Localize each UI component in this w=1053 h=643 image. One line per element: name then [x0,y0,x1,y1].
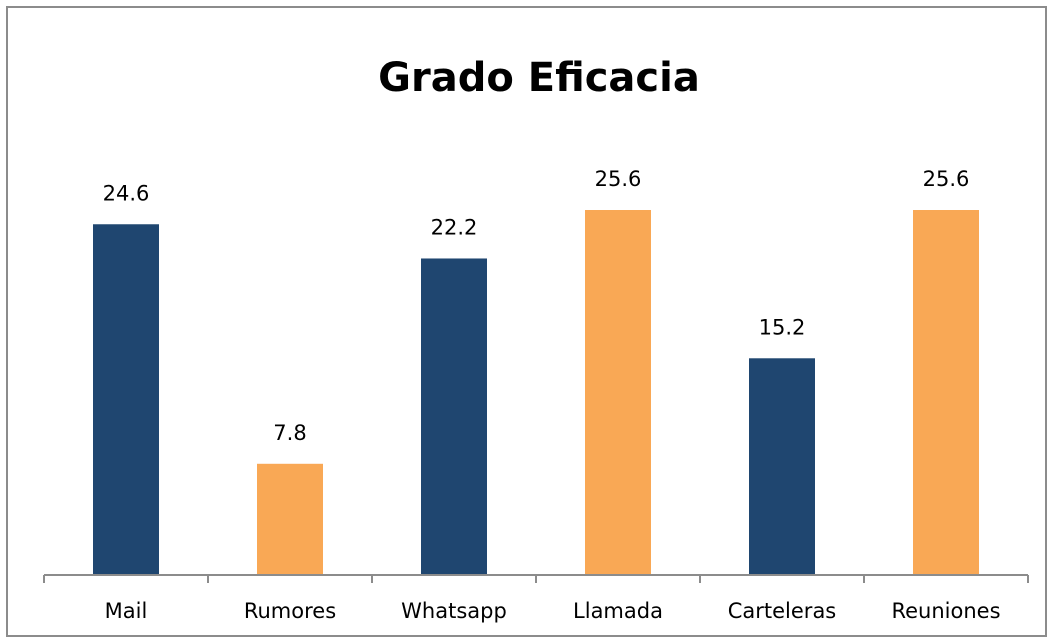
x-tick-label: Llamada [573,599,663,623]
data-label: 25.6 [923,167,970,191]
chart-title: Grado Eficacia [378,55,700,101]
data-label: 15.2 [759,315,806,339]
bar [257,463,323,575]
data-label: 7.8 [273,421,306,445]
x-tick-label: Whatsapp [401,599,507,623]
bar [749,358,815,575]
bar [913,210,979,575]
data-label: 22.2 [431,215,478,239]
bar [421,258,487,575]
x-tick-label: Reuniones [891,599,1000,623]
chart-frame [6,6,1047,637]
bar [585,210,651,575]
bar [93,224,159,575]
x-tick-label: Mail [105,599,148,623]
x-tick-label: Carteleras [728,599,837,623]
data-label: 25.6 [595,167,642,191]
x-tick-label: Rumores [244,599,336,623]
data-label: 24.6 [103,181,150,205]
